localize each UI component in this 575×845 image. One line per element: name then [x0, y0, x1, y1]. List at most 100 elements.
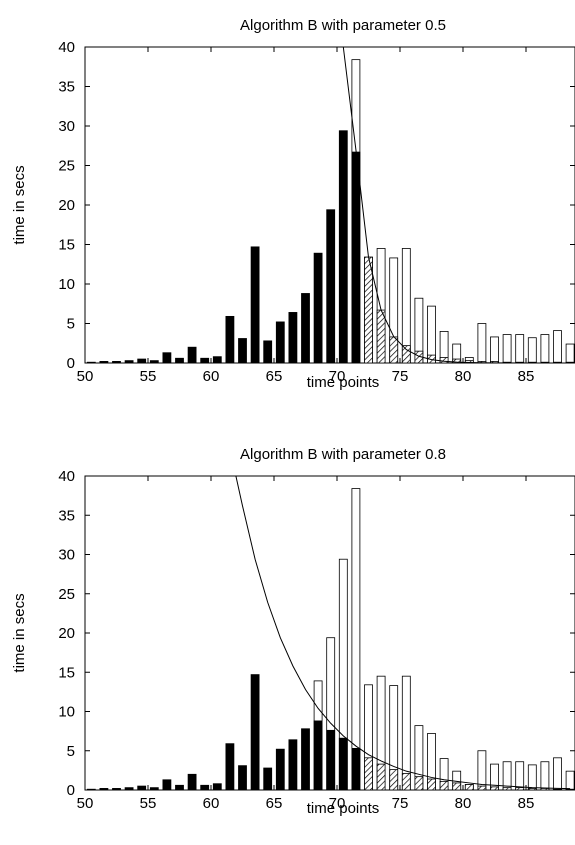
bar-hollow — [540, 334, 550, 363]
y-tick-label: 25 — [58, 586, 75, 603]
x-tick-label: 80 — [455, 795, 472, 812]
bar-solid — [212, 783, 222, 790]
y-tick-label: 30 — [58, 547, 75, 564]
bar-solid — [263, 340, 273, 363]
y-tick-label: 20 — [58, 197, 75, 214]
bar-hollow — [427, 305, 436, 363]
bar-hatched — [389, 336, 399, 363]
bar-solid — [351, 747, 361, 790]
bar-hatched — [490, 361, 499, 363]
x-tick-label: 55 — [140, 368, 157, 385]
bar-solid — [288, 739, 298, 790]
x-tick-label: 70 — [329, 795, 346, 812]
fit-curve — [235, 476, 571, 790]
bar-solid — [250, 674, 260, 790]
bar-hollow — [490, 336, 499, 363]
bar-solid — [238, 338, 247, 363]
bar-hollow — [414, 297, 424, 363]
y-axis-label: time in secs — [11, 593, 28, 672]
bar-solid — [301, 293, 310, 363]
bar-hollow — [553, 330, 562, 363]
bar-hollow — [414, 725, 424, 790]
y-axis-label: time in secs — [11, 165, 28, 244]
bar-hatched — [401, 773, 411, 790]
bar-solid — [175, 784, 184, 790]
bar-hatched — [364, 256, 373, 363]
chart-title: Algorithm B with parameter 0.5 — [240, 17, 446, 34]
bar-hatched — [414, 776, 424, 790]
bar-hatched — [553, 788, 562, 790]
bar-solid — [275, 321, 285, 363]
bar-solid — [338, 130, 348, 363]
bar-solid — [225, 315, 235, 363]
bar-hatched — [540, 788, 550, 790]
y-tick-label: 25 — [58, 158, 75, 175]
bar-hollow — [527, 764, 537, 790]
x-tick-label: 70 — [329, 368, 346, 385]
bar-solid — [288, 312, 298, 363]
bar-hatched — [515, 787, 525, 790]
bar-solid — [124, 787, 134, 790]
bar-solid — [301, 728, 310, 790]
bar-hatched — [439, 780, 449, 790]
bar-solid — [112, 361, 121, 363]
bar-hollow — [338, 558, 348, 790]
x-tick-label: 60 — [203, 795, 220, 812]
y-tick-label: 5 — [67, 316, 75, 333]
bar-hatched — [401, 345, 411, 363]
bar-hatched — [427, 778, 436, 790]
bar-solid — [326, 209, 336, 363]
chart-panel-top: Algorithm B with parameter 0.5 time poin… — [11, 17, 575, 391]
bar-hollow — [565, 770, 575, 790]
y-tick-label: 35 — [58, 507, 75, 524]
bar-hatched — [527, 788, 537, 790]
bar-hatched — [565, 788, 575, 790]
x-tick-label: 65 — [266, 368, 283, 385]
bar-hollow — [527, 337, 537, 363]
bar-solid — [149, 787, 159, 790]
bar-solid — [149, 360, 159, 363]
bar-solid — [338, 737, 348, 790]
bar-solid — [187, 773, 197, 790]
bar-hollow — [565, 343, 575, 363]
bar-hollow — [477, 750, 487, 790]
bar-solid — [313, 252, 323, 363]
bar-hatched — [376, 763, 386, 790]
bar-hatched — [502, 787, 512, 790]
plot-area — [86, 476, 575, 790]
bar-hollow — [401, 248, 411, 363]
y-tick-label: 0 — [67, 782, 75, 799]
bar-hatched — [464, 360, 474, 363]
fit-curve — [342, 47, 571, 363]
bar-hatched — [452, 358, 462, 363]
x-tick-label: 50 — [77, 795, 94, 812]
bar-solid — [99, 361, 109, 363]
bar-hatched — [452, 782, 462, 790]
plot-area — [86, 47, 575, 363]
bar-solid — [187, 346, 197, 363]
x-tick-label: 55 — [140, 795, 157, 812]
bar-solid — [99, 788, 109, 790]
bar-hatched — [376, 309, 386, 363]
x-tick-label: 65 — [266, 795, 283, 812]
bar-hatched — [389, 769, 399, 790]
x-tick-label: 85 — [518, 795, 535, 812]
y-tick-label: 5 — [67, 743, 75, 760]
x-tick-label: 75 — [392, 795, 409, 812]
bar-solid — [351, 151, 361, 363]
bar-hatched — [477, 785, 487, 790]
y-tick-label: 35 — [58, 79, 75, 96]
x-tick-label: 50 — [77, 368, 94, 385]
y-tick-label: 20 — [58, 625, 75, 642]
bar-solid — [162, 779, 172, 790]
bar-solid — [86, 788, 96, 790]
bar-hatched — [464, 784, 474, 790]
y-tick-label: 10 — [58, 704, 75, 721]
bar-solid — [250, 246, 260, 363]
bar-solid — [137, 358, 147, 363]
bar-hatched — [439, 357, 449, 363]
bar-hollow — [553, 757, 562, 790]
bar-solid — [275, 748, 285, 790]
bar-hollow — [515, 334, 525, 363]
x-tick-label: 85 — [518, 368, 535, 385]
